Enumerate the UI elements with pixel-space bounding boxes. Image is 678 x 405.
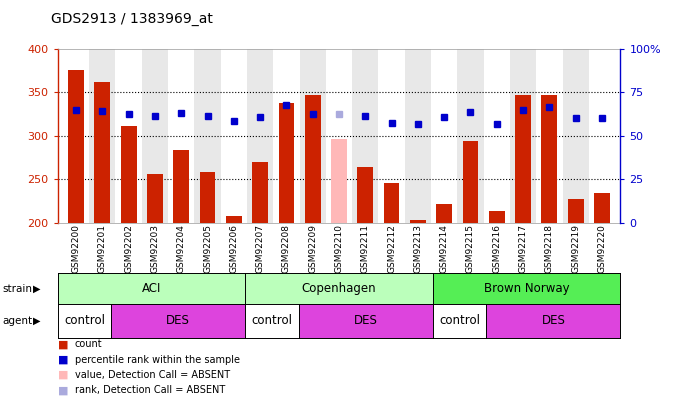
Bar (305, 95, 321, 223)
Bar (437, 205, 452, 223)
Bar (384, 183, 399, 223)
Bar (195, 49, 220, 223)
Text: DES: DES (354, 314, 378, 328)
Bar (542, 95, 557, 223)
Text: ■: ■ (58, 339, 68, 349)
Bar (68, 70, 84, 223)
Text: ▶: ▶ (33, 316, 40, 326)
Bar (378, 49, 405, 223)
Bar (168, 49, 195, 223)
Bar (273, 49, 300, 223)
Text: control: control (252, 314, 292, 328)
Text: ▶: ▶ (33, 284, 40, 294)
Bar (115, 49, 142, 223)
Bar (94, 82, 111, 223)
Bar (594, 193, 610, 223)
Bar (489, 211, 504, 223)
Text: control: control (64, 314, 105, 328)
Text: GDS2913 / 1383969_at: GDS2913 / 1383969_at (51, 12, 213, 26)
Text: DES: DES (166, 314, 190, 328)
Bar (326, 49, 352, 223)
Text: Copenhagen: Copenhagen (302, 282, 376, 295)
Bar (515, 95, 531, 223)
Bar (357, 167, 373, 223)
Bar (142, 49, 168, 223)
Bar (410, 220, 426, 223)
Bar (89, 49, 115, 223)
Text: rank, Detection Call = ABSENT: rank, Detection Call = ABSENT (75, 386, 225, 395)
Bar (352, 49, 378, 223)
Bar (589, 49, 615, 223)
Text: value, Detection Call = ABSENT: value, Detection Call = ABSENT (75, 370, 230, 380)
Bar (300, 49, 326, 223)
Text: control: control (439, 314, 480, 328)
Text: count: count (75, 339, 102, 349)
Bar (567, 199, 584, 223)
Bar (63, 49, 89, 223)
Bar (199, 172, 216, 223)
Bar (279, 103, 294, 223)
Bar (220, 49, 247, 223)
Bar (331, 139, 347, 223)
Bar (405, 49, 431, 223)
Text: Brown Norway: Brown Norway (484, 282, 570, 295)
Bar (174, 149, 189, 223)
Text: ■: ■ (58, 370, 68, 380)
Text: DES: DES (542, 314, 565, 328)
Text: strain: strain (2, 284, 32, 294)
Bar (147, 174, 163, 223)
Bar (458, 49, 483, 223)
Bar (510, 49, 536, 223)
Bar (431, 49, 458, 223)
Bar (483, 49, 510, 223)
Bar (563, 49, 589, 223)
Text: ■: ■ (58, 355, 68, 364)
Text: percentile rank within the sample: percentile rank within the sample (75, 355, 239, 364)
Bar (536, 49, 563, 223)
Bar (226, 216, 241, 223)
Bar (121, 126, 136, 223)
Bar (252, 162, 268, 223)
Text: ■: ■ (58, 386, 68, 395)
Bar (247, 49, 273, 223)
Text: ACI: ACI (142, 282, 161, 295)
Text: agent: agent (2, 316, 32, 326)
Bar (462, 141, 479, 223)
